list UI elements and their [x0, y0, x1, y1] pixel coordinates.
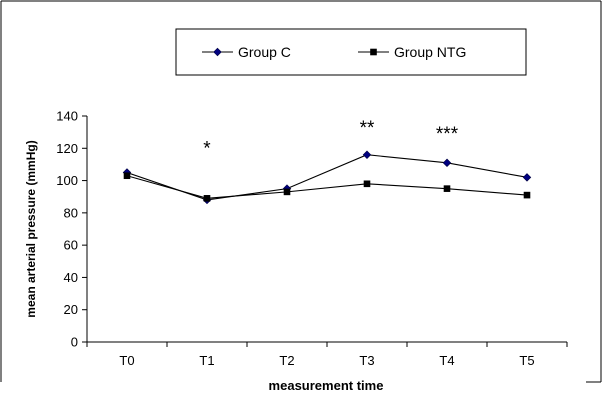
data-point [283, 188, 291, 196]
y-axis-ticks: 0 20 40 60 80 100 120 140 [56, 109, 87, 350]
legend-label: Group C [238, 44, 291, 60]
significance-annotation: ** [360, 118, 375, 139]
y-tick-label: 140 [56, 109, 78, 124]
y-tick-label: 60 [64, 238, 78, 253]
data-point [523, 191, 531, 199]
data-point [442, 158, 452, 168]
annotation-layer: *** *** [203, 118, 458, 160]
y-axis-title: mean arterial pressure (mmHg) [24, 140, 38, 317]
y-tick-label: 40 [64, 270, 78, 285]
x-tick-label: T0 [119, 353, 134, 368]
series-line [126, 175, 528, 199]
x-tick-label: T4 [439, 353, 454, 368]
data-point [362, 150, 372, 159]
y-tick-label: 120 [56, 141, 78, 156]
series-line [126, 154, 528, 201]
y-tick-label: 100 [56, 173, 78, 188]
data-point [203, 195, 211, 202]
legend-label: Group NTG [394, 44, 466, 60]
significance-annotation: *** [436, 124, 459, 145]
data-point [522, 173, 532, 182]
x-tick-label: T5 [519, 353, 534, 368]
x-tick-label: T1 [199, 353, 214, 368]
legend-marker [370, 48, 377, 56]
legend-box [175, 28, 527, 76]
x-axis-title: measurement time [269, 378, 384, 393]
data-point [123, 172, 131, 180]
y-tick-label: 20 [64, 302, 78, 317]
series-layer [122, 150, 532, 205]
data-point [363, 180, 371, 188]
legend: Group C Group NTG [175, 28, 527, 76]
x-tick-label: T3 [359, 353, 374, 368]
x-axis-ticks: T0 T1 T2 T3 T4 T5 [86, 342, 568, 368]
y-tick-label: 80 [64, 205, 78, 220]
data-point [443, 185, 451, 192]
legend-marker [213, 47, 222, 57]
x-tick-label: T2 [279, 353, 294, 368]
significance-annotation: * [203, 139, 211, 160]
y-tick-label: 0 [71, 335, 78, 350]
